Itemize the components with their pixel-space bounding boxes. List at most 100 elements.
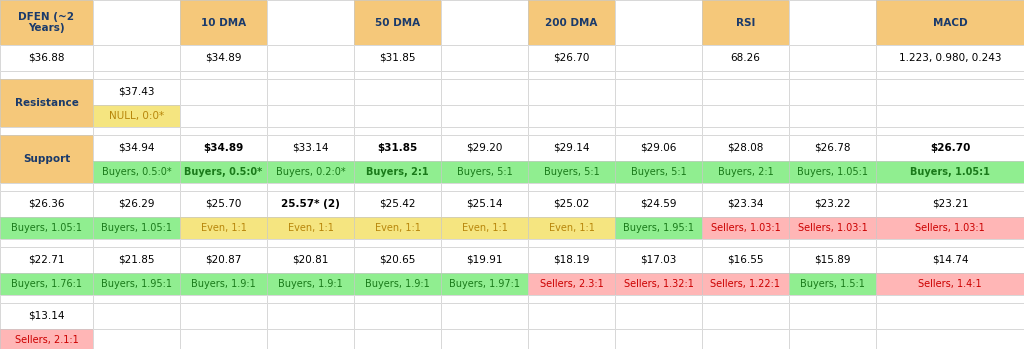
Bar — [876, 45, 1024, 71]
Bar — [93, 247, 180, 273]
Bar — [790, 45, 876, 71]
Bar — [93, 71, 180, 79]
Text: Sellers, 1.03:1: Sellers, 1.03:1 — [711, 223, 780, 233]
Bar — [93, 45, 180, 71]
Bar — [180, 191, 267, 217]
Bar — [876, 239, 1024, 247]
Bar — [354, 71, 441, 79]
Bar — [0, 71, 93, 79]
Bar — [790, 135, 876, 161]
Bar — [702, 183, 790, 191]
Text: Buyers, 0.5:0*: Buyers, 0.5:0* — [184, 167, 262, 177]
Text: $25.02: $25.02 — [553, 199, 590, 209]
Text: Even, 1:1: Even, 1:1 — [375, 223, 421, 233]
Text: $16.55: $16.55 — [727, 255, 764, 265]
Bar — [441, 135, 528, 161]
Bar — [180, 183, 267, 191]
Bar — [702, 295, 790, 303]
Text: 68.26: 68.26 — [730, 53, 761, 63]
Bar — [876, 217, 1024, 239]
Text: Buyers, 1.9:1: Buyers, 1.9:1 — [279, 279, 343, 289]
Text: Buyers, 1.9:1: Buyers, 1.9:1 — [366, 279, 430, 289]
Bar — [441, 329, 528, 349]
Bar — [180, 0, 267, 45]
Bar — [702, 191, 790, 217]
Bar — [702, 303, 790, 329]
Bar — [93, 105, 180, 127]
Bar — [354, 79, 441, 105]
Bar — [93, 105, 180, 127]
Bar — [354, 273, 441, 295]
Text: $25.42: $25.42 — [379, 199, 416, 209]
Text: Buyers, 5:1: Buyers, 5:1 — [457, 167, 512, 177]
Bar — [615, 183, 702, 191]
Bar — [180, 295, 267, 303]
Bar — [615, 239, 702, 247]
Bar — [267, 247, 354, 273]
Text: 1.223, 0.980, 0.243: 1.223, 0.980, 0.243 — [899, 53, 1001, 63]
Bar — [441, 0, 528, 45]
Bar — [876, 105, 1024, 127]
Bar — [354, 295, 441, 303]
Bar — [528, 273, 615, 295]
Bar — [702, 161, 790, 183]
Bar — [441, 191, 528, 217]
Bar — [180, 161, 267, 183]
Text: $25.14: $25.14 — [466, 199, 503, 209]
Bar — [441, 329, 528, 349]
Text: Buyers, 1.5:1: Buyers, 1.5:1 — [800, 279, 865, 289]
Text: 50 DMA: 50 DMA — [375, 17, 420, 28]
Bar — [0, 329, 93, 349]
Bar — [790, 191, 876, 217]
Bar — [528, 217, 615, 239]
Bar — [528, 303, 615, 329]
Text: Sellers, 1.22:1: Sellers, 1.22:1 — [711, 279, 780, 289]
Bar — [93, 239, 180, 247]
Bar — [354, 0, 441, 45]
Bar — [702, 135, 790, 161]
Bar — [528, 161, 615, 183]
Bar — [441, 161, 528, 183]
Bar — [0, 247, 93, 273]
Bar — [441, 183, 528, 191]
Bar — [354, 161, 441, 183]
Bar — [528, 79, 615, 105]
Bar — [790, 329, 876, 349]
Bar — [615, 71, 702, 79]
Bar — [528, 135, 615, 161]
Bar — [702, 329, 790, 349]
Bar — [0, 239, 93, 247]
Bar — [615, 105, 702, 127]
Bar — [441, 295, 528, 303]
Bar — [441, 127, 528, 135]
Text: Buyers, 1.05:1: Buyers, 1.05:1 — [797, 167, 868, 177]
Bar — [876, 79, 1024, 105]
Bar — [876, 247, 1024, 273]
Bar — [0, 295, 93, 303]
Bar — [441, 79, 528, 105]
Bar — [267, 329, 354, 349]
Bar — [267, 303, 354, 329]
Bar — [354, 239, 441, 247]
Bar — [702, 247, 790, 273]
Text: $15.89: $15.89 — [814, 255, 851, 265]
Bar — [615, 239, 702, 247]
Bar — [615, 247, 702, 273]
Bar — [790, 79, 876, 105]
Bar — [354, 247, 441, 273]
Bar — [528, 161, 615, 183]
Text: NULL, 0:0*: NULL, 0:0* — [109, 111, 164, 121]
Text: $24.59: $24.59 — [640, 199, 677, 209]
Text: 25.57* (2): 25.57* (2) — [281, 199, 340, 209]
Bar — [0, 71, 93, 79]
Bar — [354, 161, 441, 183]
Bar — [354, 191, 441, 217]
Text: Even, 1:1: Even, 1:1 — [201, 223, 247, 233]
Bar — [180, 329, 267, 349]
Bar — [702, 191, 790, 217]
Bar — [790, 79, 876, 105]
Bar — [441, 247, 528, 273]
Bar — [615, 105, 702, 127]
Bar — [876, 303, 1024, 329]
Bar — [790, 217, 876, 239]
